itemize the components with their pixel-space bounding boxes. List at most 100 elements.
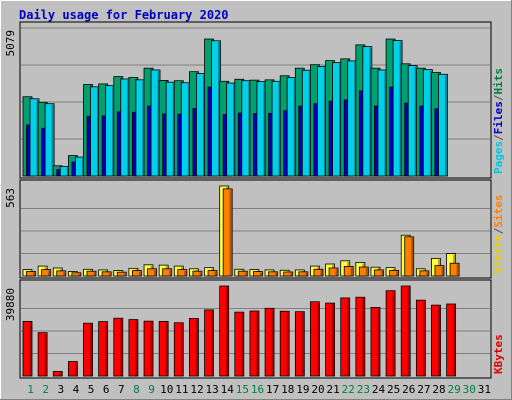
legend: KBytes: [492, 334, 505, 374]
bar-shade-pages-day-9: [157, 70, 160, 176]
bar-shade-kbytes-day-27: [422, 301, 425, 376]
x-tick-label-day-17: 17: [266, 383, 279, 396]
bar-kbytes-day-26: [400, 285, 411, 377]
bar-shade-kbytes-day-15: [241, 313, 244, 376]
bar-kbytes-day-28: [431, 304, 441, 377]
bar-shade-sites-day-18: [290, 273, 293, 276]
x-tick-label-day-21: 21: [327, 383, 340, 396]
bar-kbytes-day-7: [113, 317, 124, 377]
bar-shade-kbytes-day-4: [74, 362, 77, 376]
bar-shade-kbytes-day-23: [362, 298, 365, 376]
bar-kbytes-day-12: [189, 318, 199, 377]
bar-kbytes-day-17: [264, 307, 275, 377]
bar-shade-pages-day-26: [414, 66, 417, 176]
bar-sites-day-15: [237, 270, 248, 277]
bar-shade-kbytes-day-17: [271, 309, 274, 376]
bar-shade-sites-day-1: [33, 272, 35, 276]
bar-shade-sites-day-6: [108, 272, 111, 276]
bar-kbytes-day-27: [415, 299, 426, 377]
bar-shade-pages-day-4: [81, 158, 84, 176]
x-tick-label-day-8: 8: [133, 383, 140, 396]
x-tick-label-day-7: 7: [118, 383, 125, 396]
bar-pages-day-28: [438, 73, 448, 177]
y-max-label: 563: [4, 188, 17, 208]
legend-entry: Pages: [492, 141, 505, 174]
bar-shade-sites-day-21: [335, 269, 338, 276]
bar-shade-sites-day-15: [244, 272, 247, 276]
x-tick-label-day-19: 19: [296, 383, 309, 396]
bar-shade-sites-day-17: [275, 272, 278, 276]
bar-shade-kbytes-day-9: [150, 322, 153, 376]
bar-sites-day-10: [162, 268, 173, 277]
y-max-label: 5079: [4, 30, 17, 57]
bar-sites-day-6: [101, 271, 112, 277]
bar-kbytes-day-13: [204, 309, 214, 377]
bar-kbytes-day-21: [325, 302, 335, 377]
bar-shade-sites-day-28: [441, 266, 444, 276]
bar-sites-day-28: [434, 265, 445, 277]
bar-kbytes-day-19: [294, 311, 305, 377]
bar-shade-sites-day-26: [411, 237, 414, 276]
bar-shade-kbytes-day-5: [90, 324, 93, 376]
bar-shade-sites-day-13: [214, 271, 217, 276]
bar-shade-pages-day-13: [218, 41, 221, 176]
bar-kbytes-day-8: [128, 319, 139, 377]
bar-shade-pages-day-15: [248, 81, 251, 176]
bar-shade-kbytes-day-25: [392, 291, 395, 376]
bar-pages-day-2: [44, 103, 55, 177]
bar-shade-pages-day-8: [142, 80, 145, 176]
bar-shade-kbytes-day-14: [226, 287, 229, 376]
x-tick-label-day-14: 14: [221, 383, 235, 396]
bar-shade-sites-day-8: [138, 271, 141, 276]
x-tick-label-day-9: 9: [148, 383, 155, 396]
legend-entry: /: [492, 134, 505, 141]
x-axis-labels: 1 2 3 4 5 6 7 8 9 10 11 12 13 14 15 16 17 18 19 20 21 22 23 24 2…: [27, 383, 491, 396]
bar-sites-day-27: [419, 270, 430, 277]
bar-sites-day-11: [177, 269, 188, 277]
legend-entry: Sites: [492, 195, 505, 228]
bar-kbytes-day-22: [340, 297, 351, 377]
x-tick-label-day-3: 3: [58, 383, 65, 396]
bar-shade-kbytes-day-28: [437, 306, 440, 376]
bar-kbytes-day-5: [83, 322, 93, 377]
legend: Visits/Sites: [492, 195, 505, 275]
bar-kbytes-day-23: [355, 296, 366, 377]
bar-shade-sites-day-25: [396, 271, 399, 276]
x-tick-label-day-28: 28: [432, 383, 445, 396]
bar-shade-sites-day-4: [78, 273, 81, 276]
legend-entry: /: [492, 94, 505, 101]
bar-sites-day-1: [26, 271, 36, 277]
bar-shade-kbytes-day-3: [59, 372, 62, 376]
bar-kbytes-day-2: [37, 332, 48, 377]
x-tick-label-day-11: 11: [175, 383, 188, 396]
y-max-label: 39880: [4, 288, 17, 321]
bar-sites-day-3: [56, 270, 67, 277]
x-tick-label-day-5: 5: [88, 383, 95, 396]
bar-shade-kbytes-day-6: [105, 322, 108, 376]
bar-shade-pages-day-1: [36, 99, 39, 176]
x-tick-label-day-2: 2: [42, 383, 49, 396]
bar-shade-sites-day-9: [154, 269, 157, 276]
x-tick-label-day-23: 23: [357, 383, 370, 396]
bar-shade-kbytes-day-2: [44, 333, 47, 376]
bar-shade-pages-day-23: [369, 47, 372, 176]
bar-shade-sites-day-14: [229, 189, 232, 276]
x-tick-label-day-18: 18: [281, 383, 294, 396]
bar-sites-day-5: [86, 270, 97, 277]
bar-sites-day-16: [253, 271, 263, 277]
bar-sites-day-9: [147, 268, 157, 277]
bar-shade-pages-day-5: [97, 87, 100, 176]
bar-shade-pages-day-22: [354, 61, 357, 176]
bar-shade-pages-day-21: [339, 63, 342, 176]
bar-shade-pages-day-16: [263, 82, 266, 176]
panel-frame: [19, 179, 492, 279]
bar-shade-sites-day-29: [456, 264, 459, 276]
bar-shade-pages-day-17: [278, 82, 281, 176]
x-tick-label-day-30: 30: [463, 383, 476, 396]
bar-kbytes-day-18: [279, 310, 290, 377]
bar-shade-pages-day-27: [429, 70, 432, 176]
bar-kbytes-day-10: [158, 320, 169, 377]
bar-sites-day-8: [132, 270, 142, 277]
bar-shade-kbytes-day-22: [347, 298, 350, 376]
